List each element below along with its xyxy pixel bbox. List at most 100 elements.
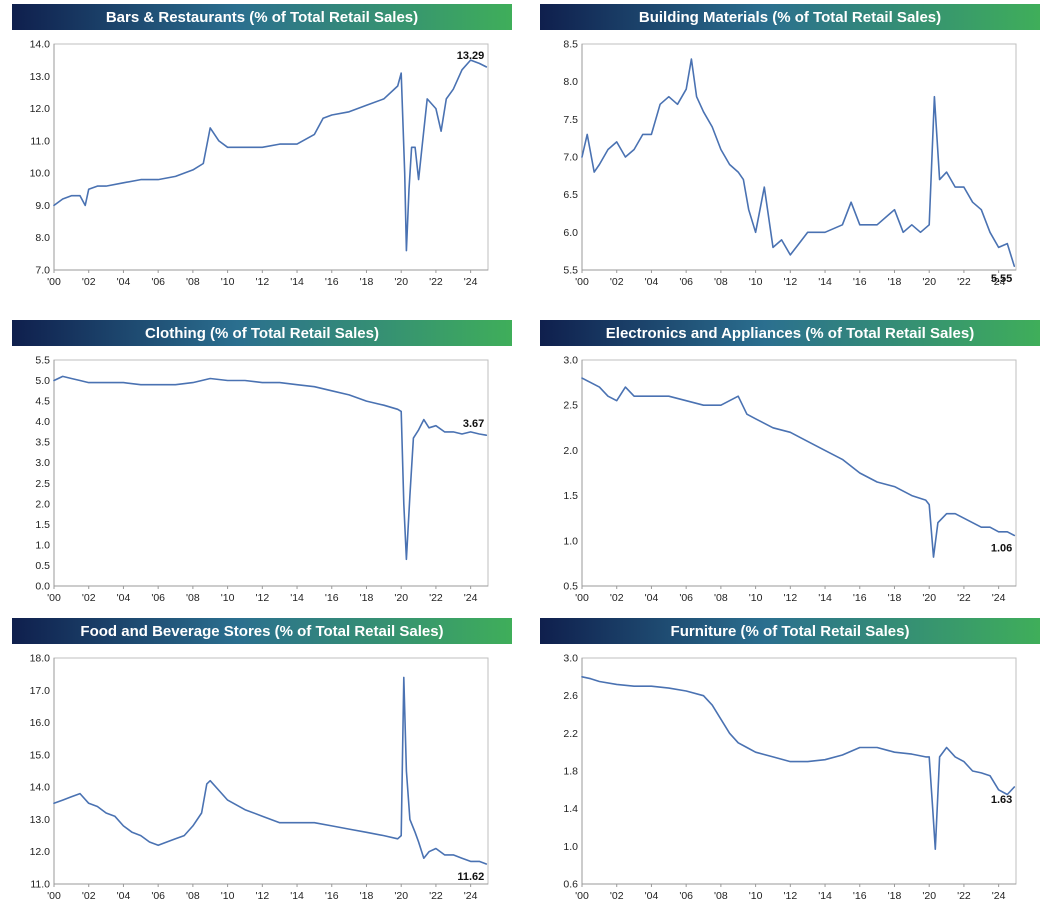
- series-line: [581, 377, 1016, 558]
- x-tick-label: '14: [818, 890, 832, 902]
- x-tick-label: '08: [714, 276, 728, 288]
- y-tick-label: 17.0: [30, 685, 51, 697]
- x-tick-label: '14: [290, 276, 304, 288]
- x-tick-label: '00: [575, 890, 589, 902]
- y-tick-label: 1.4: [563, 803, 578, 815]
- y-tick-label: 6.0: [563, 227, 578, 239]
- series-line: [53, 676, 488, 865]
- x-tick-label: '16: [325, 890, 339, 902]
- y-tick-label: 12.0: [30, 103, 51, 115]
- x-tick-label: '22: [957, 592, 971, 604]
- x-tick-label: '10: [749, 592, 763, 604]
- line-chart-food-beverage: 11.0 12.0 13.0 14.0 15.0 16.0 17.0 18.0 '00 '02 '0…: [30, 653, 489, 902]
- y-tick-label: 2.0: [35, 498, 50, 510]
- x-tick-label: '22: [429, 592, 443, 604]
- line-chart-building-materials: 5.5 6.0 6.5 7.0 7.5 8.0 8.5 '00 '02 '04 '06 '08 '10 '…: [563, 39, 1017, 288]
- x-tick-label: '12: [255, 592, 269, 604]
- y-tick-label: 13.0: [30, 71, 51, 83]
- chart-panel-furniture: Furniture (% of Total Retail Sales) 0.6 1…: [540, 618, 1040, 913]
- y-tick-label: 2.0: [563, 445, 578, 457]
- y-tick-label: 2.2: [563, 728, 578, 740]
- y-tick-label: 3.0: [563, 653, 578, 665]
- x-tick-label: '08: [186, 276, 200, 288]
- x-tick-label: '16: [325, 592, 339, 604]
- y-tick-label: 1.0: [35, 539, 50, 551]
- y-tick-label: 8.5: [563, 39, 578, 51]
- chart-title: Clothing (% of Total Retail Sales): [12, 320, 512, 346]
- y-tick-label: 3.5: [35, 437, 50, 449]
- x-tick-label: '02: [610, 890, 624, 902]
- last-value-label: 1.06: [991, 542, 1012, 554]
- chart-title: Building Materials (% of Total Retail Sa…: [540, 4, 1040, 30]
- chart-panel-electronics-appliances: Electronics and Appliances (% of Total R…: [540, 320, 1040, 615]
- x-tick-label: '10: [749, 276, 763, 288]
- y-tick-label: 8.0: [35, 232, 50, 244]
- x-tick-label: '14: [290, 592, 304, 604]
- plot-frame: [581, 43, 1017, 271]
- line-chart-clothing: 0.0 0.5 1.0 1.5 2.0 2.5 3.0 3.5 4.0 4.5 5.0 5.5 '00 '…: [35, 355, 489, 604]
- x-tick-label: '08: [186, 890, 200, 902]
- x-tick-label: '10: [749, 890, 763, 902]
- x-tick-label: '18: [360, 592, 374, 604]
- x-tick-label: '16: [853, 276, 867, 288]
- x-tick-label: '08: [714, 890, 728, 902]
- y-tick-label: 0.5: [563, 581, 578, 593]
- chart-title: Furniture (% of Total Retail Sales): [540, 618, 1040, 644]
- x-tick-label: '00: [575, 276, 589, 288]
- x-tick-label: '02: [610, 276, 624, 288]
- series-line: [581, 58, 1016, 267]
- y-tick-label: 6.5: [563, 189, 578, 201]
- x-tick-label: '20: [394, 276, 408, 288]
- y-tick-label: 7.5: [563, 114, 578, 126]
- plot-frame: [53, 657, 489, 885]
- y-tick-label: 2.6: [563, 690, 578, 702]
- x-tick-label: '00: [47, 890, 61, 902]
- y-tick-label: 15.0: [30, 749, 51, 761]
- x-tick-label: '24: [464, 592, 478, 604]
- chart-panel-building-materials: Building Materials (% of Total Retail Sa…: [540, 4, 1040, 299]
- x-tick-label: '04: [117, 276, 131, 288]
- x-tick-label: '02: [610, 592, 624, 604]
- y-tick-label: 1.5: [35, 519, 50, 531]
- y-tick-label: 9.0: [35, 200, 50, 212]
- series-line: [581, 676, 1016, 850]
- y-tick-label: 0.5: [35, 560, 50, 572]
- x-tick-label: '16: [853, 890, 867, 902]
- x-tick-label: '02: [82, 276, 96, 288]
- chart-title: Food and Beverage Stores (% of Total Ret…: [12, 618, 512, 644]
- y-tick-label: 16.0: [30, 717, 51, 729]
- y-tick-label: 3.0: [563, 355, 578, 367]
- x-tick-label: '04: [117, 890, 131, 902]
- chart-panel-bars-restaurants: Bars & Restaurants (% of Total Retail Sa…: [12, 4, 512, 299]
- x-tick-label: '18: [360, 890, 374, 902]
- y-tick-label: 3.0: [35, 457, 50, 469]
- x-tick-label: '08: [714, 592, 728, 604]
- x-tick-label: '18: [888, 890, 902, 902]
- x-tick-label: '04: [645, 592, 659, 604]
- y-tick-label: 18.0: [30, 653, 51, 665]
- x-tick-label: '08: [186, 592, 200, 604]
- x-tick-label: '04: [645, 890, 659, 902]
- y-tick-label: 8.0: [563, 76, 578, 88]
- x-tick-label: '12: [255, 890, 269, 902]
- last-value-label: 5.55: [991, 273, 1012, 285]
- plot-frame: [581, 359, 1017, 587]
- y-tick-label: 5.5: [35, 355, 50, 367]
- x-tick-label: '12: [255, 276, 269, 288]
- series-line: [53, 59, 488, 252]
- y-tick-label: 2.5: [563, 400, 578, 412]
- y-tick-label: 5.5: [563, 265, 578, 277]
- x-tick-label: '12: [783, 276, 797, 288]
- x-tick-label: '22: [957, 890, 971, 902]
- y-tick-label: 12.0: [30, 846, 51, 858]
- x-tick-label: '18: [888, 592, 902, 604]
- x-tick-label: '22: [429, 890, 443, 902]
- x-tick-label: '20: [922, 276, 936, 288]
- x-tick-label: '18: [360, 276, 374, 288]
- x-tick-label: '18: [888, 276, 902, 288]
- y-tick-label: 1.5: [563, 490, 578, 502]
- plot-frame: [53, 359, 489, 587]
- y-tick-label: 7.0: [563, 152, 578, 164]
- y-tick-label: 14.0: [30, 782, 51, 794]
- plot-frame: [581, 657, 1017, 885]
